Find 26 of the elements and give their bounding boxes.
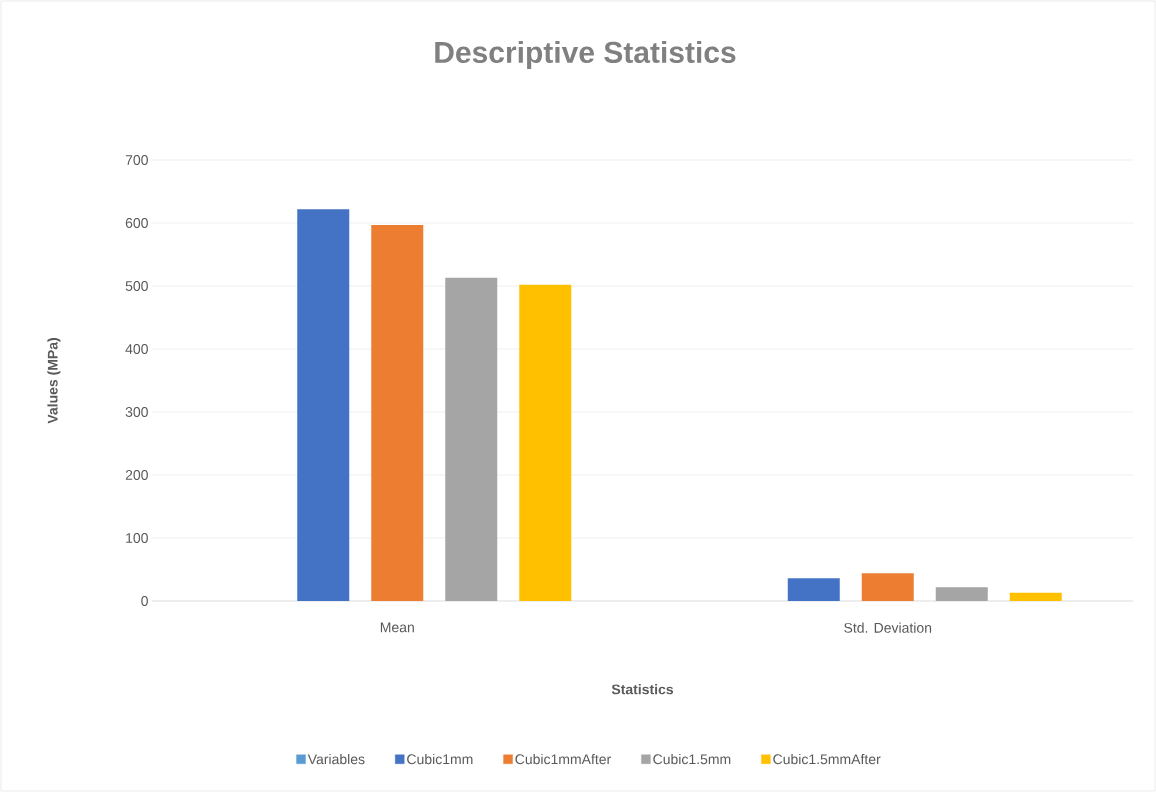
y-tick-label: 600 [125, 218, 148, 228]
chart-title: Descriptive Statistics [435, 41, 736, 69]
y-tick-label: 500 [125, 281, 148, 291]
bar [787, 578, 840, 601]
y-tick-label: 700 [125, 155, 148, 165]
legend-label: Cubic1mmAfter [515, 753, 611, 765]
bar [519, 284, 572, 601]
bar [297, 209, 350, 601]
y-tick-label: 100 [126, 533, 148, 543]
y-tick-label: 300 [125, 407, 148, 417]
bar [445, 277, 498, 601]
x-tick-label: Std. Deviation [844, 622, 932, 633]
y-axis-title: Values (MPa) [47, 338, 61, 424]
bar [935, 587, 988, 601]
bar [861, 573, 914, 601]
legend-label: Cubic1.5mm [653, 753, 731, 765]
legend-label: Variables [307, 753, 365, 765]
y-tick-label: 400 [125, 344, 148, 354]
legend-label: Cubic1mm [407, 753, 473, 765]
x-axis-title: Statistics [611, 684, 674, 695]
legend-label: Cubic1.5mmAfter [773, 753, 881, 765]
bar [1009, 592, 1062, 601]
y-tick-label: 200 [125, 470, 148, 480]
x-tick-label: Mean [380, 622, 414, 633]
bar [371, 224, 424, 601]
y-tick-label: 0 [141, 596, 148, 606]
